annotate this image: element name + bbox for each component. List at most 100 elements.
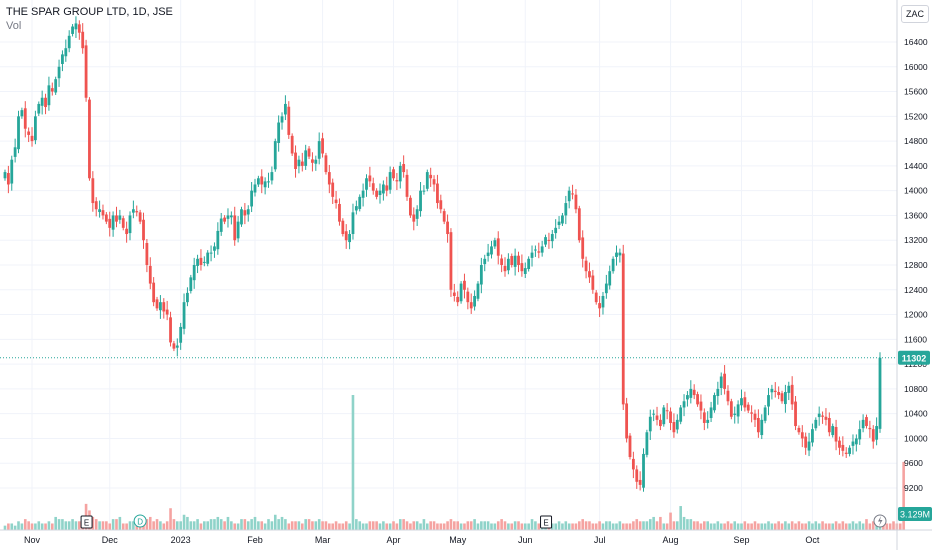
candle-body — [642, 453, 645, 488]
candle-body — [317, 141, 321, 159]
volume-bar — [273, 514, 277, 530]
volume-bar — [287, 523, 291, 530]
volume-bar — [74, 521, 78, 530]
candle-body — [733, 413, 737, 415]
price-tick-label: 9200 — [904, 483, 923, 493]
candle-body — [628, 435, 632, 458]
candle-body — [338, 203, 341, 222]
volume-bar — [192, 521, 196, 530]
dividend-marker-icon[interactable] — [133, 514, 147, 528]
candle-body — [155, 299, 159, 309]
volume-bar — [824, 523, 828, 530]
volume-bar — [189, 521, 193, 530]
volume-bar — [270, 521, 274, 530]
price-tick-label: 12000 — [904, 310, 928, 320]
candle-body — [770, 388, 774, 393]
candle-body — [561, 215, 564, 224]
event-markers[interactable]: E ED — [80, 514, 887, 529]
volume-bar — [898, 523, 902, 530]
candle-body — [6, 173, 10, 185]
candle-body — [172, 343, 176, 349]
candle-body — [98, 209, 101, 213]
volume-bar — [480, 521, 483, 530]
candle-body — [13, 147, 17, 157]
earnings-marker-icon[interactable] — [540, 515, 553, 529]
volume-bar — [284, 519, 287, 530]
chart-title: THE SPAR GROUP LTD, 1D, JSE — [6, 6, 173, 18]
candle-body — [699, 401, 703, 411]
volume-bar — [263, 523, 267, 530]
volume-bar — [814, 521, 818, 530]
candle-body — [797, 427, 801, 433]
volume-bar — [493, 523, 497, 530]
candle-body — [229, 215, 233, 218]
price-tick-label: 13200 — [904, 235, 928, 245]
candle-body — [368, 175, 372, 182]
candle-body — [142, 219, 145, 241]
candle-body — [253, 184, 257, 193]
candle-body — [706, 419, 710, 423]
volume-bar — [875, 523, 878, 530]
candle-body — [50, 88, 54, 92]
time-axis[interactable]: Nov Dec 2023 Feb Mar Apr May Jun Jul Aug Sep Oct — [24, 535, 820, 545]
candle-body — [64, 48, 68, 57]
volume-bar — [743, 521, 747, 530]
volume-bar — [148, 516, 152, 530]
candle-body — [638, 479, 642, 485]
candle-body — [713, 395, 716, 411]
earnings-marker-icon[interactable] — [80, 515, 93, 529]
time-tick-label: May — [449, 535, 467, 545]
volume-bar — [57, 519, 61, 530]
volume-bar — [486, 521, 490, 530]
volume-bar — [98, 521, 101, 530]
candle-body — [554, 227, 558, 234]
volume-bar — [159, 521, 162, 530]
candle-body — [851, 441, 855, 446]
time-tick-label: Feb — [247, 535, 263, 545]
volume-bar — [844, 523, 848, 530]
candle-body — [621, 253, 625, 405]
candle-body — [429, 174, 433, 179]
volume-bar — [240, 519, 243, 530]
candle-body — [773, 390, 777, 392]
volume-bar — [101, 521, 105, 530]
volume-bar — [591, 523, 595, 530]
candle-body — [510, 256, 514, 265]
currency-button[interactable]: ZAC — [901, 5, 929, 23]
volume-bar — [358, 521, 362, 530]
volume-bar — [679, 506, 682, 530]
volume-bar — [196, 519, 199, 530]
volume-bar — [513, 521, 517, 530]
volume-bar — [713, 523, 716, 530]
candle-body — [780, 393, 784, 402]
candle-body — [34, 116, 37, 141]
candle-body — [871, 429, 875, 442]
volume-bar — [30, 523, 34, 530]
volume-bar — [409, 523, 412, 530]
price-tick-label: 15600 — [904, 87, 928, 97]
volume-bar — [253, 516, 257, 530]
last-volume-badge-label: 3.129M — [900, 510, 930, 520]
candle-body — [152, 282, 156, 303]
candle-body — [736, 404, 740, 417]
volume-bar — [155, 519, 159, 530]
candle-body — [290, 135, 294, 154]
volume-bar — [635, 519, 639, 530]
candle-body — [436, 183, 439, 204]
candle-body — [104, 214, 108, 222]
axis-badges: 11302 3.129M — [898, 350, 932, 521]
volume-bar — [655, 521, 659, 530]
candle-body — [44, 97, 47, 108]
volume-bar — [716, 521, 720, 530]
volume-bar — [236, 523, 240, 530]
volume-bar — [672, 521, 676, 530]
candle-body — [469, 302, 473, 309]
volume-bar — [807, 521, 811, 530]
candle-body — [169, 317, 172, 343]
candle-body — [270, 172, 274, 181]
volume-bar — [371, 521, 375, 530]
volume-bar — [618, 521, 622, 530]
